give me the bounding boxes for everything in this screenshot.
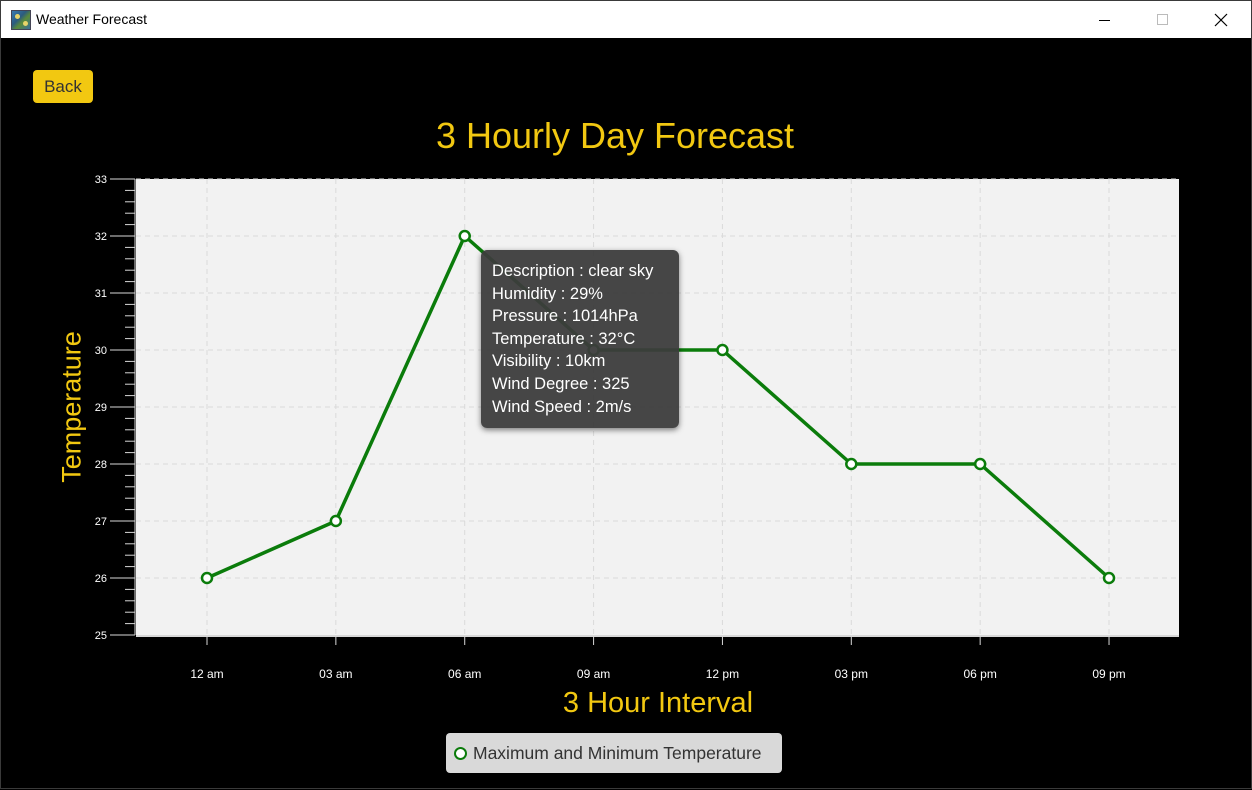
tooltip-description: Description : clear sky [492,262,654,280]
tooltip-visibility: Visibility : 10km [492,352,606,371]
data-point [329,514,343,528]
x-tick-label: 09 pm [1092,667,1125,681]
close-button[interactable] [1192,1,1250,38]
y-tick-label: 25 [95,630,107,642]
tooltip-wind-speed: Wind Speed : 2m/s [492,397,632,416]
legend-label: Maximum and Minimum Temperature [473,742,762,763]
y-tick-label: 28 [95,459,107,471]
maximize-button[interactable] [1134,1,1192,38]
tooltip-temperature: Temperature : 32°C [492,329,636,348]
x-tick-label: 03 pm [835,667,868,681]
y-tick-label: 31 [95,288,107,300]
y-tick-label: 30 [95,345,107,357]
chart-legend[interactable]: Maximum and Minimum Temperature [446,733,782,773]
x-tick-label: 12 am [190,667,223,681]
y-tick-label: 29 [95,402,107,414]
data-point [845,457,858,471]
x-tick-label: 09 am [577,667,610,681]
axes: 25 26 27 28 29 30 31 32 33 12 am 03 am 06 am 09 am 12… [95,174,1179,681]
data-point [973,457,987,471]
close-icon [1214,13,1228,26]
maximize-icon [1157,13,1168,25]
data-point [200,571,214,585]
x-tick-label: 03 am [319,667,352,681]
data-point-tooltip: Description : clear sky Humidity : 29% P… [481,250,679,428]
y-tick-label: 27 [95,516,107,528]
y-axis-label: Temperature [56,331,87,483]
x-tick-label: 06 pm [963,667,996,681]
minimize-button[interactable] [1076,1,1134,38]
y-tick-label: 33 [95,174,107,186]
title-bar: Weather Forecast [1,1,1251,38]
tooltip-humidity: Humidity : 29% [492,284,603,303]
x-axis-label: 3 Hour Interval [562,687,754,719]
data-point [716,343,729,357]
y-tick-label: 26 [95,573,107,585]
minimize-icon [1099,19,1110,21]
grid-lines [136,178,1179,635]
tooltip-pressure: Pressure : 1014hPa [492,307,638,326]
tooltip-wind-degree: Wind Degree : 325 [492,374,630,393]
legend-marker-icon [454,746,467,760]
chart-title: 3 Hourly Day Forecast [435,115,795,156]
data-point [458,229,471,243]
x-tick-label: 06 am [448,667,481,681]
x-tick-label: 12 pm [706,667,739,681]
window-title: Weather Forecast [36,11,148,27]
data-point [1102,571,1116,585]
back-button[interactable]: Back [33,70,93,103]
y-tick-label: 32 [95,231,107,243]
app-icon [11,10,31,30]
